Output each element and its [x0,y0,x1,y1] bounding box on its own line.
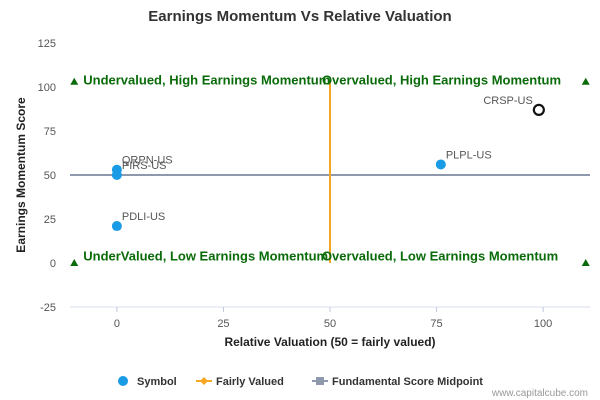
data-point-label: PIRS-US [122,160,167,172]
legend-midpoint-marker [316,377,324,385]
y-tick-label: 75 [44,126,56,138]
y-tick-label: 25 [44,214,56,226]
y-tick-label: 125 [38,38,56,50]
y-tick-label: 100 [38,82,56,94]
x-tick-label: 100 [534,318,552,330]
corner-marker [70,259,79,266]
corner-marker [70,77,79,85]
x-axis-title: Relative Valuation (50 = fairly valued) [224,335,435,349]
quadrant-label: Undervalued, High Earnings Momentum [83,73,330,88]
data-point [435,159,446,170]
data-point-label: QRPN-US [122,155,173,167]
legend-label: Symbol [137,376,177,388]
y-axis-title: Earnings Momentum Score [14,97,28,253]
quadrant-label: Overvalued, Low Earnings Momentum [322,249,558,264]
quadrant-labels: Undervalued, High Earnings MomentumOverv… [83,73,561,264]
x-tick-label: 0 [114,318,120,330]
x-tick-label: 25 [217,318,229,330]
legend-fairly-valued-marker [200,377,208,385]
y-tick-label: -25 [40,302,56,314]
x-tick-label: 50 [324,318,336,330]
chart-title: Earnings Momentum Vs Relative Valuation [148,8,451,25]
credit-text: www.capitalcube.com [491,388,588,399]
data-point [532,103,545,116]
y-axis-ticks: -25 0 25 50 75 100 125 [38,38,56,314]
legend: Symbol Fairly Valued Fundamental Score Mid… [118,376,483,388]
reference-lines [70,79,590,263]
data-point-label: PDLI-US [122,211,165,223]
quadrant-label: Overvalued, High Earnings Momentum [322,73,561,88]
legend-symbol-marker [118,376,128,386]
corner-marker [581,77,590,85]
y-tick-label: 0 [50,258,56,270]
corner-marker [581,259,590,266]
data-point-label: PLPL-US [446,149,492,161]
quadrant-label: UnderValued, Low Earnings Momentum [83,249,328,264]
legend-label: Fundamental Score Midpoint [332,376,483,388]
corner-markers [70,77,590,266]
x-tick-label: 75 [430,318,442,330]
legend-label: Fairly Valued [216,376,284,388]
data-point [111,170,122,180]
y-tick-label: 50 [44,170,56,182]
data-point-label: CRSP-US [483,95,533,107]
data-point [111,221,122,232]
x-axis-ticks: 0 25 50 75 100 [114,307,552,330]
